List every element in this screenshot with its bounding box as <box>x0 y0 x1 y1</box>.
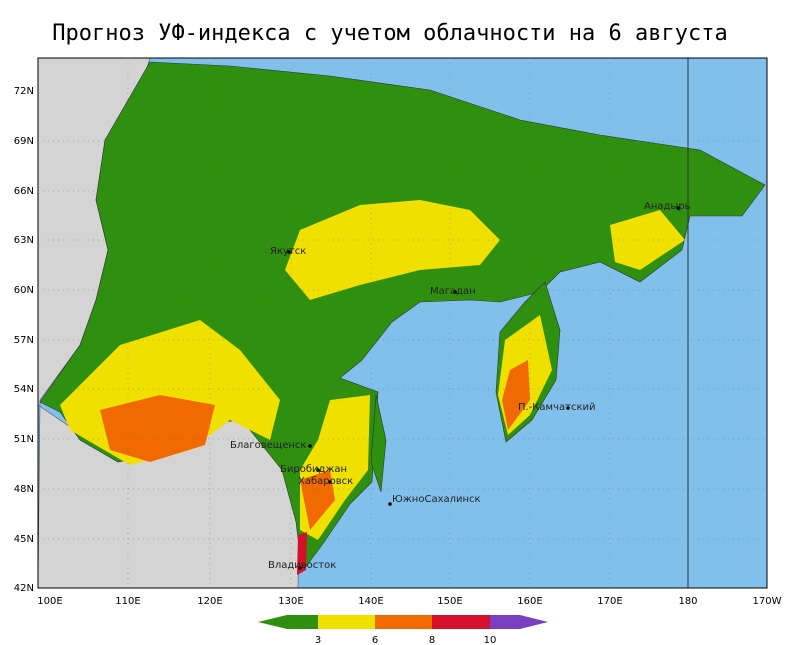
city-marker <box>676 206 680 210</box>
uv-high-zones <box>100 360 530 530</box>
city-label: Магадан <box>430 286 476 297</box>
latitude-label: 42N <box>14 583 34 594</box>
colorbar-segment <box>318 615 375 629</box>
city-marker <box>298 566 302 570</box>
colorbar <box>258 615 548 629</box>
latitude-label: 57N <box>14 335 34 346</box>
latitude-label: 66N <box>14 186 34 197</box>
city-label: Благовещенск <box>230 440 306 451</box>
latitude-label: 51N <box>14 434 34 445</box>
city-label: Биробиджан <box>280 464 347 475</box>
longitude-label: 160E <box>517 596 542 607</box>
city-label: ЮжноСахалинск <box>392 494 481 505</box>
city-marker <box>316 468 320 472</box>
latitude-label: 69N <box>14 136 34 147</box>
colorbar-tick-label: 10 <box>484 635 497 645</box>
longitude-label: 150E <box>437 596 462 607</box>
city-marker <box>308 444 312 448</box>
uv-very-high-zone <box>297 532 307 575</box>
city-marker <box>328 480 332 484</box>
colorbar-segment <box>258 615 287 629</box>
longitude-label: 130E <box>278 596 303 607</box>
latitude-label: 48N <box>14 484 34 495</box>
colorbar-segment <box>432 615 490 629</box>
city-marker <box>453 290 457 294</box>
city-label: Владивосток <box>268 560 336 571</box>
map-title: Прогноз УФ-индекса с учетом облачности н… <box>52 21 728 46</box>
city-label: Анадырь <box>644 201 691 212</box>
latitude-label: 72N <box>14 86 34 97</box>
longitude-label: 180 <box>678 596 697 607</box>
city-marker <box>566 406 570 410</box>
colorbar-segment <box>490 615 548 629</box>
longitude-label: 140E <box>358 596 383 607</box>
colorbar-tick-label: 6 <box>372 635 378 645</box>
colorbar-segment <box>287 615 318 629</box>
longitude-label: 120E <box>197 596 222 607</box>
longitude-label: 100E <box>37 596 62 607</box>
city-marker <box>388 502 392 506</box>
map-frame <box>37 57 768 589</box>
city-label: Якутск <box>270 246 306 257</box>
colorbar-segment <box>375 615 432 629</box>
latitude-label: 60N <box>14 285 34 296</box>
colorbar-tick-label: 8 <box>429 635 435 645</box>
latitude-label: 45N <box>14 534 34 545</box>
latitude-label: 54N <box>14 384 34 395</box>
longitude-label: 170E <box>597 596 622 607</box>
city-label: П.-Камчатский <box>518 402 595 413</box>
city-label: Хабаровск <box>298 476 353 487</box>
longitude-label: 110E <box>115 596 140 607</box>
longitude-label: 170W <box>753 596 782 607</box>
latitude-label: 63N <box>14 235 34 246</box>
colorbar-tick-label: 3 <box>315 635 321 645</box>
sakhalin <box>370 394 387 493</box>
city-marker <box>287 250 291 254</box>
map-area <box>37 57 768 589</box>
